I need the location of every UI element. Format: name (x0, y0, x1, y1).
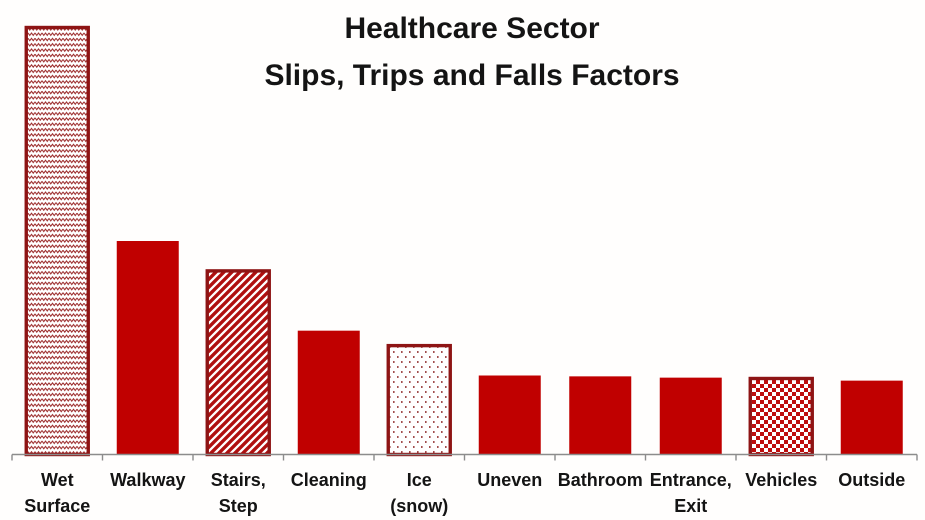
x-axis-label-walkway: Walkway (110, 470, 186, 490)
bar-stairs-step (205, 269, 271, 457)
bar-cleaning (297, 330, 360, 455)
chart-title-line-1: Healthcare Sector (344, 12, 600, 45)
x-axis-label-wet-surface: Wet Surface (24, 470, 91, 516)
x-axis-label-cleaning: Cleaning (290, 470, 367, 490)
bar-walkway (116, 241, 179, 455)
x-axis (11, 453, 918, 461)
bar-bathroom (569, 376, 632, 455)
x-axis-label-bathroom: Bathroom (557, 470, 643, 490)
chart-title-line-2: Slips, Trips and Falls Factors (264, 59, 680, 92)
x-axis-label-stairs-step: Stairs, Step (210, 470, 266, 516)
bar-vehicles (748, 376, 814, 457)
bars-group (24, 25, 903, 457)
x-axis-label-uneven: Uneven (477, 470, 543, 490)
bar-ice-snow- (386, 343, 452, 457)
bar-wet-surface (24, 25, 90, 457)
x-axis-label-outside: Outside (838, 470, 906, 490)
x-axis-label-vehicles: Vehicles (745, 470, 818, 490)
bar-entrance-exit (659, 377, 722, 455)
bar-uneven (478, 375, 541, 455)
bar-outside (840, 380, 903, 455)
x-axis-label-ice-snow-: Ice (snow) (390, 470, 449, 516)
x-axis-label-entrance-exit: Entrance, Exit (649, 470, 732, 516)
chart-title: Healthcare Sector Slips, Trips and Falls… (19, 5, 925, 99)
